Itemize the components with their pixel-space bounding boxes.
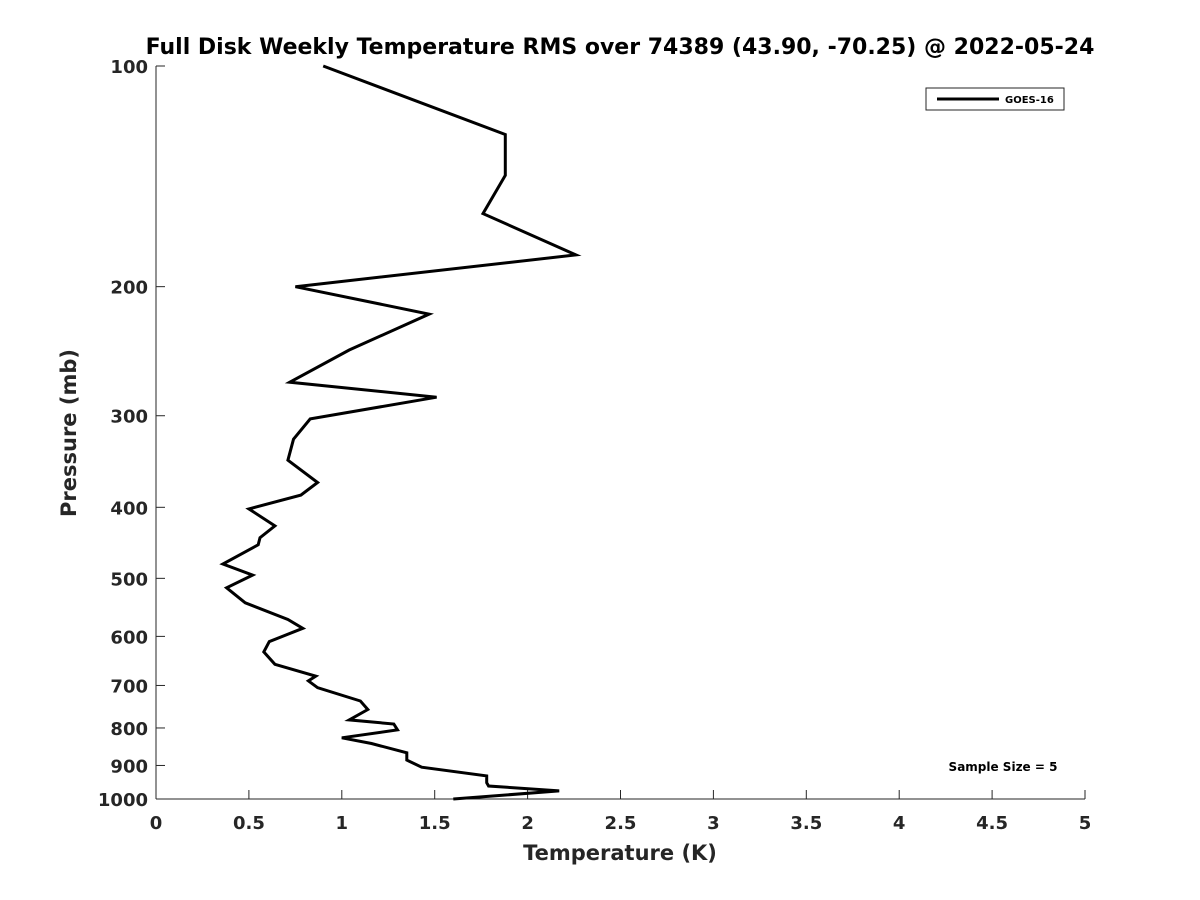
x-tick-label: 3 [707,813,720,834]
x-tick-label: 3.5 [790,813,822,834]
x-tick-label: 0 [150,813,163,834]
y-tick-label: 700 [110,676,148,697]
legend-label-goes-16: GOES-16 [1005,95,1054,106]
y-tick-label: 500 [110,569,148,590]
y-tick-label: 200 [110,278,148,299]
series-line-goes-16 [219,64,582,801]
x-tick-label: 2.5 [605,813,637,834]
plot-axes [155,66,1085,800]
x-tick-label: 5 [1079,813,1092,834]
y-axis-ticks: 100 200 300 400 500 600 700 800 900 1000 [98,57,165,811]
x-tick-label: 1 [336,813,349,834]
legend: GOES-16 [925,87,1065,111]
y-tick-label: 800 [110,719,148,740]
x-tick-label: 4 [893,813,906,834]
series-layer [219,64,582,801]
y-tick-label: 400 [110,498,148,519]
y-tick-label: 100 [110,57,148,78]
chart-title: Full Disk Weekly Temperature RMS over 74… [146,35,1095,60]
sample-size-annotation: Sample Size = 5 [949,760,1058,774]
y-tick-label: 900 [110,756,148,777]
y-tick-label: 1000 [98,790,148,811]
x-tick-label: 4.5 [976,813,1008,834]
x-axis-label: Temperature (K) [523,841,717,865]
x-axis-ticks: 0 0.5 1 1.5 2 2.5 3 3.5 4 4.5 5 [150,790,1092,834]
x-tick-label: 1.5 [419,813,451,834]
x-tick-label: 0.5 [233,813,265,834]
x-tick-label: 2 [521,813,534,834]
y-tick-label: 600 [110,627,148,648]
y-axis-label: Pressure (mb) [57,349,81,517]
y-tick-label: 300 [110,407,148,428]
